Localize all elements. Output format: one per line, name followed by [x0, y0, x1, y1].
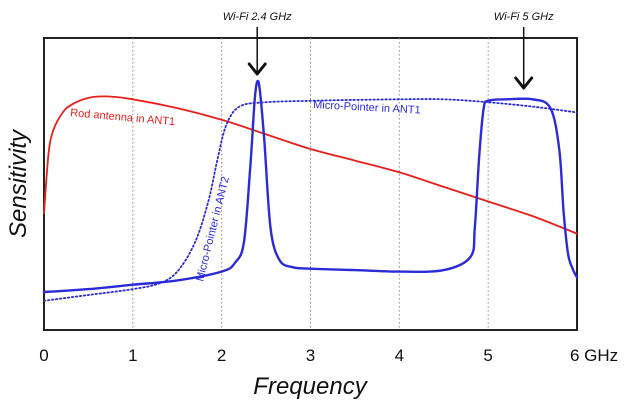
series-rod-antenna-ant1: [43, 95, 578, 235]
series-label-micro-pointer-ant2: Micro-Pointer in ANT2: [194, 175, 232, 282]
x-axis-label: Frequency: [253, 373, 368, 400]
series-label-rod-ant1: Rod antenna in ANT1: [70, 107, 176, 128]
x-tick-label-0: 0: [39, 346, 48, 365]
series-lines: [42, 79, 579, 302]
y-axis-label: Sensitivity: [5, 128, 32, 238]
annotation-label-1: Wi-Fi 5 GHz: [494, 11, 554, 23]
annotation-arrow-head-1: [514, 76, 534, 90]
x-tick-label-4: 4: [395, 346, 404, 365]
series-micro-pointer-ant2: [42, 79, 579, 294]
x-tick-labels: 0 1 2 3 4 5 6 GHz: [39, 346, 618, 365]
annotation-label-0: Wi-Fi 2.4 GHz: [223, 11, 292, 23]
x-tick-label-1: 1: [128, 346, 137, 365]
x-tick-label-5: 5: [483, 346, 492, 365]
series-label-micro-pointer-ant1: Micro-Pointer in ANT1: [313, 99, 421, 117]
x-tick-label-6: 6 GHz: [570, 346, 618, 365]
x-tick-label-3: 3: [306, 346, 315, 365]
x-tick-label-2: 2: [217, 346, 226, 365]
series-micro-pointer-ant1: [43, 98, 578, 302]
annotations: Wi-Fi 2.4 GHz Wi-Fi 5 GHz: [223, 11, 554, 90]
annotation-arrow-head-0: [247, 62, 267, 76]
gridlines: [132, 38, 489, 330]
